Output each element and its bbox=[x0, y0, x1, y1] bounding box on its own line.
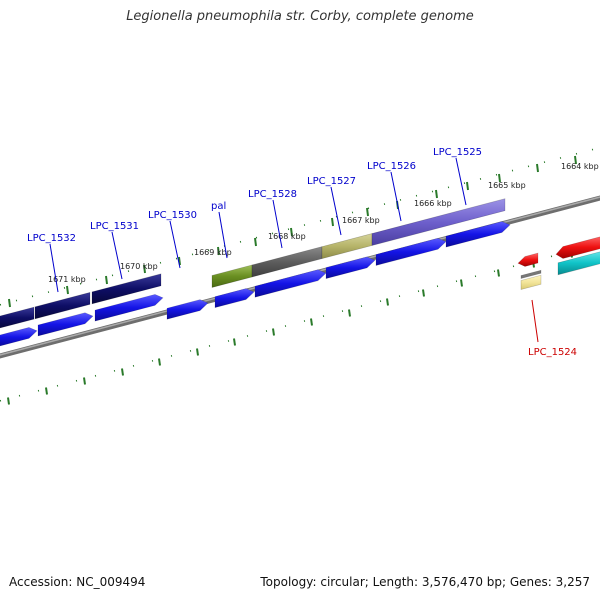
major-tick bbox=[574, 155, 577, 165]
major-tick bbox=[386, 298, 389, 306]
tick-label: 1671 kbp bbox=[48, 275, 86, 284]
gene-label: LPC_1531 bbox=[90, 221, 139, 232]
gene-label: pal bbox=[211, 201, 226, 212]
cds-arrow bbox=[37, 312, 94, 337]
gene-label: LPC_1527 bbox=[307, 176, 356, 187]
major-tick bbox=[105, 275, 108, 285]
cds-arrow bbox=[166, 299, 209, 320]
cds-arrow bbox=[94, 294, 164, 322]
gene-leader-line bbox=[111, 231, 123, 280]
major-tick bbox=[178, 256, 181, 266]
major-tick bbox=[254, 237, 257, 247]
major-tick bbox=[121, 368, 124, 376]
tick-label: 1668 kbp bbox=[268, 232, 306, 241]
gene-block-pal bbox=[211, 264, 253, 288]
inner-tick-ring bbox=[0, 245, 591, 402]
cds-arrow bbox=[214, 288, 255, 309]
gene-leader-line bbox=[330, 186, 342, 236]
tick-label: 1666 kbp bbox=[414, 199, 452, 208]
tick-label: 1669 kbp bbox=[194, 248, 232, 257]
gene-label: LPC_1530 bbox=[148, 210, 197, 221]
major-tick bbox=[331, 217, 334, 227]
major-tick bbox=[45, 387, 48, 395]
gene-leader-line bbox=[169, 220, 181, 269]
accession-text: Accession: NC_009494 bbox=[9, 575, 146, 589]
major-tick bbox=[290, 227, 293, 237]
gene-leader-line bbox=[531, 299, 539, 343]
tick-label: 1664 kbp bbox=[561, 162, 599, 171]
gene-leader-line bbox=[455, 157, 467, 206]
gene-leader-line bbox=[218, 211, 228, 259]
genome-summary: Topology: circular; Length: 3,576,470 bp… bbox=[260, 575, 590, 589]
cds-arrow bbox=[375, 237, 447, 266]
major-tick bbox=[422, 289, 425, 297]
major-tick bbox=[366, 207, 369, 217]
reverse-cds-arrow bbox=[555, 236, 600, 259]
reverse-gene-divider bbox=[520, 269, 542, 279]
gene-label: LPC_1532 bbox=[27, 233, 76, 244]
cds-arrow bbox=[254, 269, 327, 298]
gene-leader-line bbox=[272, 199, 283, 249]
gene-label: LPC_1526 bbox=[367, 161, 416, 172]
major-tick bbox=[348, 309, 351, 317]
major-tick bbox=[143, 264, 146, 274]
map-title: Legionella pneumophila str. Corby, compl… bbox=[126, 9, 474, 24]
gene-block-lpc1532 bbox=[34, 292, 91, 320]
reverse-cds-arrow bbox=[517, 252, 539, 267]
major-tick bbox=[8, 298, 11, 308]
gene-block-lpc1526 bbox=[371, 198, 506, 246]
major-tick bbox=[158, 358, 161, 366]
cds-arrow bbox=[445, 221, 511, 248]
cds-arrow bbox=[0, 327, 38, 347]
major-tick bbox=[498, 173, 501, 183]
major-tick bbox=[310, 318, 313, 326]
gene-leader-line bbox=[49, 243, 59, 293]
tick-label: 1667 kbp bbox=[342, 216, 380, 225]
major-tick bbox=[466, 181, 469, 191]
major-tick bbox=[460, 279, 463, 287]
gene-label: LPC_1524 bbox=[528, 347, 577, 358]
gene-block-lpc1531 bbox=[91, 273, 162, 305]
gene-block-lpc1532-left bbox=[0, 306, 35, 329]
track-layer bbox=[0, 195, 600, 359]
tick-label: 1665 kbp bbox=[488, 181, 526, 190]
reverse-cds-teal bbox=[557, 251, 600, 276]
gene-label: LPC_1528 bbox=[248, 189, 297, 200]
gene-leader-line bbox=[390, 171, 402, 222]
major-tick bbox=[536, 163, 539, 173]
major-tick bbox=[196, 348, 199, 356]
major-tick bbox=[217, 246, 220, 256]
major-tick bbox=[83, 377, 86, 385]
tick-label: 1670 kbp bbox=[120, 262, 158, 271]
cds-arrow bbox=[325, 256, 376, 279]
major-tick bbox=[497, 269, 500, 277]
major-tick bbox=[435, 189, 438, 199]
major-tick bbox=[7, 397, 10, 405]
major-tick bbox=[272, 328, 275, 336]
major-tick bbox=[233, 338, 236, 346]
gene-block-lpc1527 bbox=[321, 233, 373, 260]
gene-label: LPC_1525 bbox=[433, 147, 482, 158]
label-layer: 1671 kbp 1670 kbp 1669 kbp 1668 kbp 1667 kbp… bbox=[27, 147, 599, 358]
major-tick bbox=[66, 285, 69, 295]
gene-block-lpc1524 bbox=[520, 274, 542, 290]
